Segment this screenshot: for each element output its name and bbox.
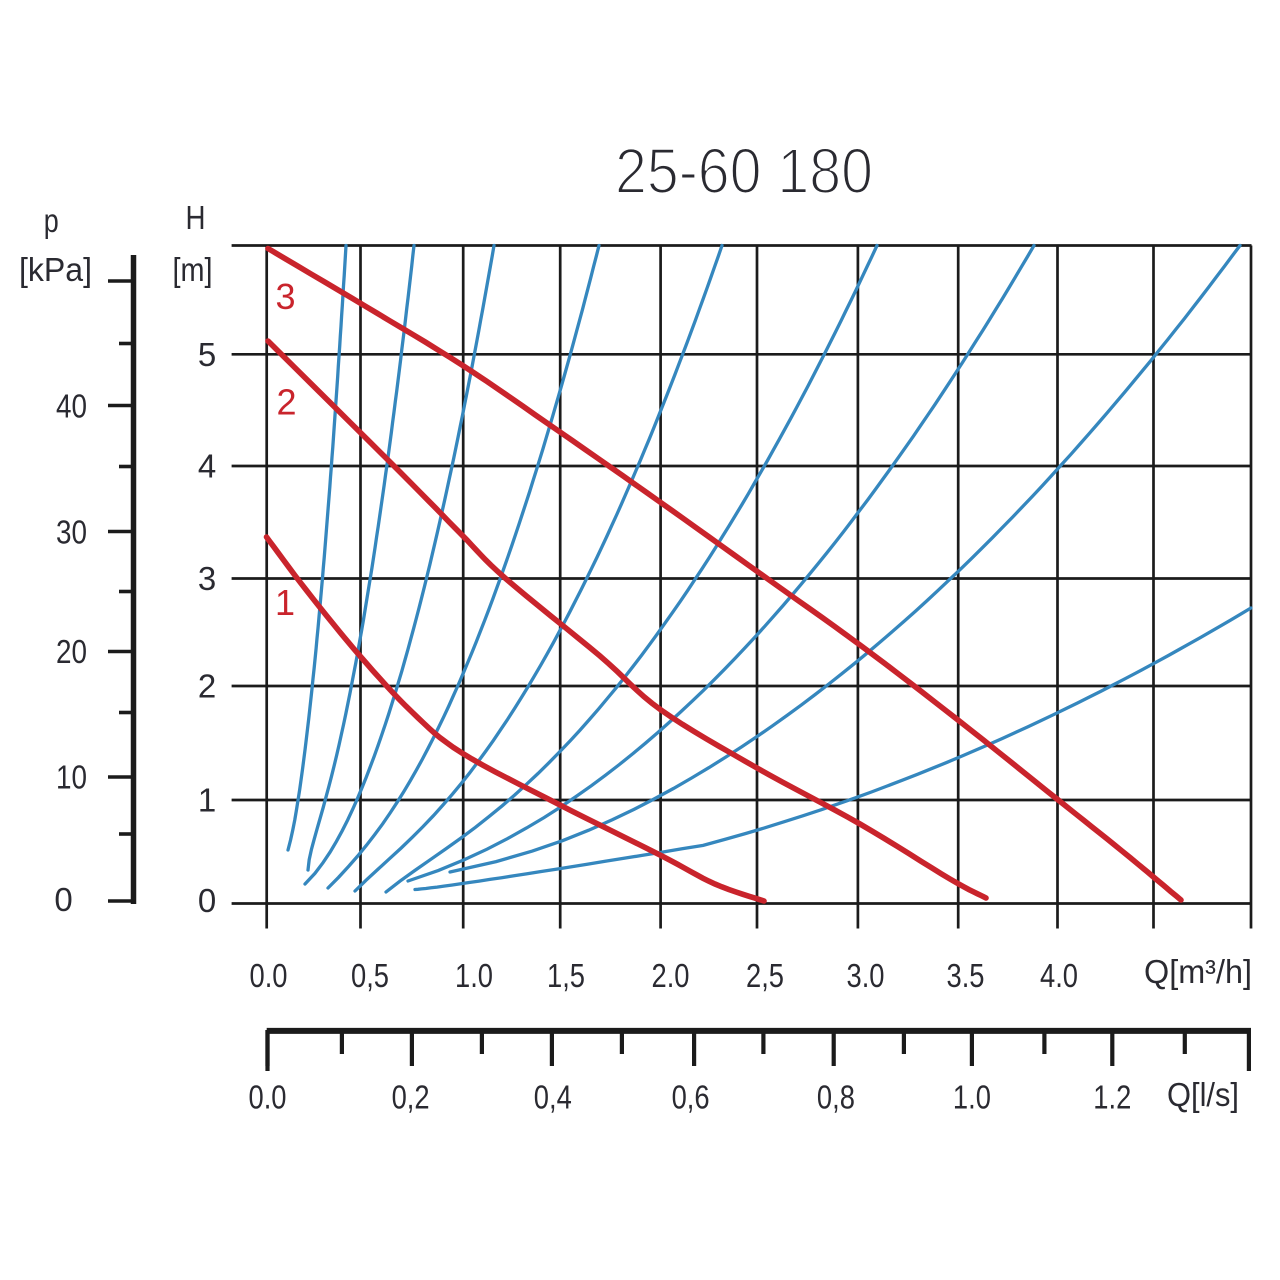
svg-text:2: 2	[198, 668, 216, 705]
svg-text:1.2: 1.2	[1093, 1079, 1131, 1116]
svg-text:0,2: 0,2	[392, 1079, 430, 1116]
svg-text:10: 10	[56, 759, 87, 796]
svg-text:0: 0	[198, 882, 216, 919]
svg-text:1.0: 1.0	[455, 957, 493, 994]
svg-text:0: 0	[54, 881, 72, 918]
svg-text:3.0: 3.0	[847, 957, 885, 994]
svg-text:p: p	[44, 202, 59, 239]
svg-text:0,8: 0,8	[817, 1079, 855, 1116]
svg-text:4.0: 4.0	[1040, 957, 1078, 994]
svg-text:Q[l/s]: Q[l/s]	[1167, 1076, 1239, 1113]
svg-text:H: H	[186, 199, 206, 236]
svg-text:25-60 180: 25-60 180	[615, 135, 873, 207]
svg-text:4: 4	[198, 448, 216, 485]
svg-text:1: 1	[198, 782, 216, 819]
svg-text:1: 1	[275, 582, 295, 623]
svg-text:3: 3	[198, 560, 216, 597]
svg-text:2.0: 2.0	[652, 957, 690, 994]
svg-text:0.0: 0.0	[249, 1079, 287, 1116]
svg-text:0,5: 0,5	[351, 957, 389, 994]
svg-text:30: 30	[56, 514, 87, 551]
svg-text:[kPa]: [kPa]	[19, 251, 92, 288]
svg-text:3: 3	[275, 276, 295, 317]
svg-text:1,5: 1,5	[547, 957, 585, 994]
svg-text:5: 5	[198, 336, 216, 373]
svg-text:1.0: 1.0	[953, 1079, 991, 1116]
svg-text:0,6: 0,6	[672, 1079, 710, 1116]
svg-text:40: 40	[56, 388, 87, 425]
svg-text:20: 20	[56, 633, 87, 670]
svg-text:[m]: [m]	[173, 251, 213, 288]
svg-text:2: 2	[276, 382, 296, 423]
svg-text:3.5: 3.5	[947, 957, 985, 994]
svg-text:2,5: 2,5	[746, 957, 784, 994]
svg-text:0,4: 0,4	[534, 1079, 572, 1116]
svg-text:0.0: 0.0	[250, 957, 288, 994]
svg-text:Q[m³/h]: Q[m³/h]	[1144, 953, 1252, 990]
